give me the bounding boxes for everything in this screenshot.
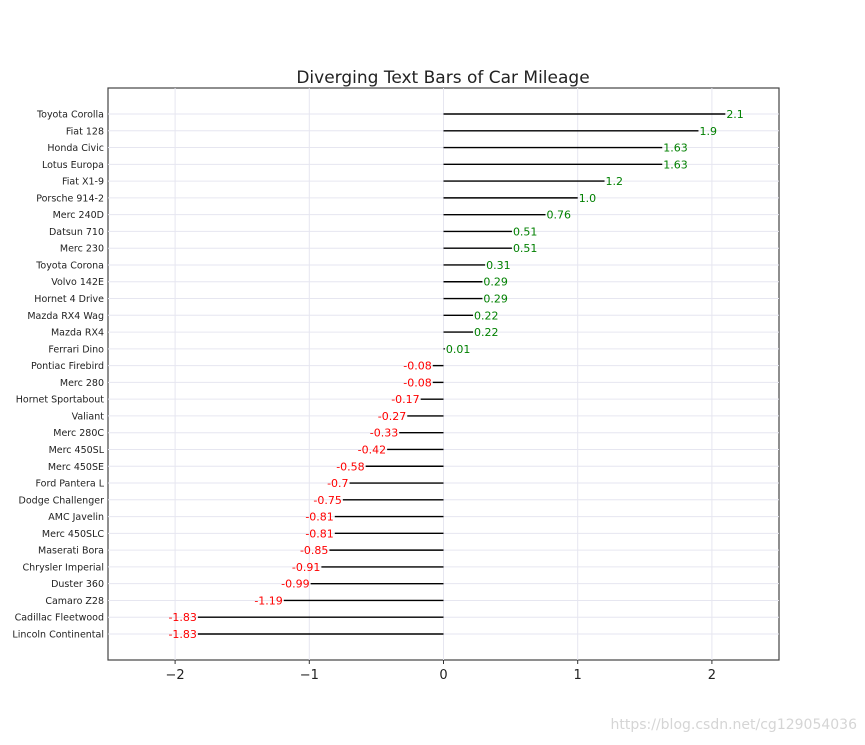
y-tick-label: Toyota Corolla [36,110,104,121]
y-tick-label: Mazda RX4 [51,328,104,339]
y-tick-label: Merc 450SLC [42,529,104,540]
y-tick-label: Merc 240D [53,210,104,221]
y-tick-label: Ford Pantera L [36,479,105,490]
y-tick-label: Merc 230 [60,244,104,255]
y-tick-label: Datsun 710 [49,227,104,238]
value-label: 0.51 [513,242,538,255]
y-tick-label: Merc 280C [53,428,104,439]
y-tick-label: Duster 360 [51,579,104,590]
value-label: -0.81 [305,511,333,524]
value-label: 0.51 [513,225,538,238]
y-tick-label: Porsche 914-2 [36,193,104,204]
y-tick-label: Mazda RX4 Wag [27,311,104,322]
watermark-text: https://blog.csdn.net/cg129054036 [610,717,857,733]
value-label: -0.81 [305,527,333,540]
x-tick-label: 0 [439,668,447,683]
value-label: 1.9 [699,125,717,138]
value-label: -1.83 [168,611,196,624]
value-label: -0.99 [281,578,309,591]
y-tick-label: Merc 450SL [49,445,105,456]
y-tick-label: Dodge Challenger [19,495,105,506]
y-tick-label: Maserati Bora [38,546,104,557]
y-tick-label: Valiant [72,411,105,422]
ticks-layer: −2 −1 0 1 2 Lincoln Continental Cadillac Fleet… [12,110,716,684]
value-label: -0.58 [336,460,364,473]
y-tick-label: Lotus Europa [42,160,104,171]
y-tick-label: Pontiac Firebird [31,361,104,372]
value-label: 2.1 [726,108,744,121]
y-tick-label: Cadillac Fleetwood [15,613,104,624]
value-label: 0.22 [474,309,499,322]
y-tick-label: Merc 450SE [48,462,104,473]
y-tick-label: Chrysler Imperial [23,562,104,573]
value-label: 1.63 [663,158,688,171]
grid-layer [108,88,779,660]
value-label: 1.63 [663,142,688,155]
y-tick-label: Fiat 128 [66,126,104,137]
value-label: -0.17 [391,393,419,406]
value-label: 0.31 [486,259,511,272]
value-label: -1.19 [254,594,282,607]
value-label: 1.2 [606,175,624,188]
value-label: -0.7 [327,477,348,490]
x-tick-label: 2 [708,668,716,683]
y-tick-label: Fiat X1-9 [62,177,104,188]
x-tick-label: −2 [166,668,185,683]
value-label: -0.33 [370,427,398,440]
y-tick-label: Volvo 142E [51,277,104,288]
value-label: -0.27 [378,410,406,423]
y-tick-label: AMC Javelin [48,512,104,523]
value-label: 0.29 [483,293,508,306]
y-tick-label: Hornet Sportabout [16,395,104,406]
value-label: 0.76 [546,209,571,222]
value-label: -0.42 [358,443,386,456]
y-tick-label: Hornet 4 Drive [34,294,104,305]
value-label: 1.0 [579,192,597,205]
value-label: -0.75 [313,494,341,507]
value-label: -0.08 [403,376,431,389]
value-label: -0.91 [292,561,320,574]
value-label: -0.08 [403,360,431,373]
chart-title: Diverging Text Bars of Car Mileage [296,68,589,88]
y-tick-label: Honda Civic [47,143,104,154]
x-tick-label: 1 [574,668,582,683]
y-tick-label: Lincoln Continental [12,630,104,641]
value-label: 0.29 [483,276,508,289]
value-label: -0.85 [300,544,328,557]
labels-layer: -1.83 -1.83 -1.19 -0.99 -0.91 -0.85 -0.81 -0.81… [168,108,743,641]
value-label: 0.01 [446,343,471,356]
y-tick-label: Ferrari Dino [48,344,104,355]
y-tick-label: Merc 280 [60,378,104,389]
value-label: 0.22 [474,326,499,339]
value-label: -1.83 [168,628,196,641]
y-tick-label: Toyota Corona [35,260,104,271]
y-tick-label: Camaro Z28 [45,596,104,607]
x-tick-label: −1 [300,668,319,683]
bars-layer [197,113,726,635]
